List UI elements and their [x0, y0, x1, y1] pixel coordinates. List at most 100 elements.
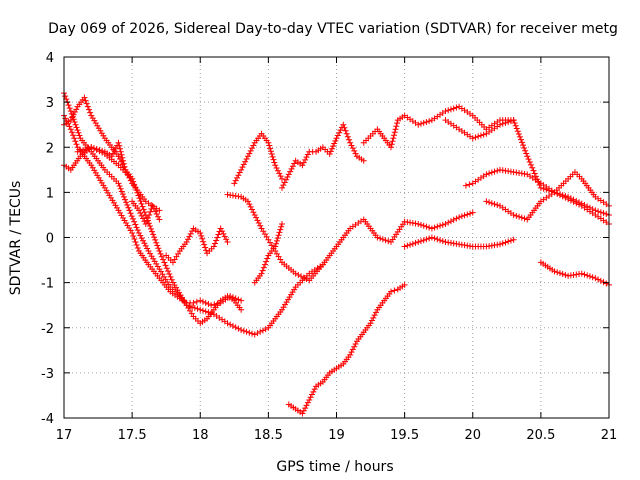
data-point: [87, 109, 94, 116]
data-point: [124, 202, 131, 209]
data-point: [288, 165, 295, 172]
data-point: [141, 209, 148, 216]
data-point: [368, 317, 375, 324]
data-point: [367, 320, 374, 327]
data-point: [586, 273, 593, 280]
data-point: [510, 236, 517, 243]
data-point: [229, 294, 236, 301]
data-point: [73, 106, 80, 113]
data-point: [88, 144, 95, 151]
data-point: [62, 93, 69, 100]
data-point: [247, 203, 254, 210]
data-point: [149, 202, 156, 209]
data-point: [415, 239, 422, 246]
data-point: [221, 233, 228, 240]
data-point: [515, 131, 522, 138]
data-point: [499, 240, 506, 247]
data-point: [146, 211, 153, 218]
data-point: [157, 250, 164, 257]
data-point: [516, 213, 523, 220]
data-point: [426, 118, 433, 125]
data-point: [462, 182, 469, 189]
data-point: [420, 119, 427, 126]
data-point: [445, 107, 452, 114]
data-point: [125, 204, 132, 211]
data-point: [151, 234, 158, 241]
data-point: [255, 220, 262, 227]
series-track-5: [74, 139, 136, 182]
data-point: [300, 274, 307, 281]
x-axis-ticks: 17 17.5 18 18.5 19 19.5 20 20.5 21: [56, 57, 617, 443]
data-point: [67, 126, 74, 133]
data-point: [521, 215, 528, 222]
data-point: [126, 207, 133, 214]
data-point: [153, 211, 160, 218]
data-point: [257, 222, 264, 229]
data-point: [140, 237, 147, 244]
data-point: [347, 139, 354, 146]
data-point: [426, 224, 433, 231]
data-point: [238, 327, 245, 334]
data-point: [117, 185, 124, 192]
data-point: [278, 223, 285, 230]
data-point: [277, 173, 284, 180]
data-point: [200, 238, 207, 245]
data-point: [507, 237, 514, 244]
data-point: [140, 206, 147, 213]
data-point: [115, 153, 122, 160]
data-point: [304, 151, 311, 158]
data-point: [483, 198, 490, 205]
data-point: [344, 133, 351, 140]
data-point: [115, 139, 122, 146]
data-point: [283, 176, 290, 183]
data-point: [271, 159, 278, 166]
data-point: [439, 221, 446, 228]
data-point: [526, 159, 533, 166]
data-point: [121, 163, 128, 170]
data-point: [391, 129, 398, 136]
data-point: [132, 239, 139, 246]
data-point: [183, 302, 190, 309]
data-point: [197, 229, 204, 236]
data-point: [155, 213, 162, 220]
data-point: [71, 118, 78, 125]
data-point: [62, 115, 69, 122]
data-point: [512, 122, 519, 129]
data-point: [475, 133, 482, 140]
data-point: [420, 237, 427, 244]
data-point: [240, 327, 247, 334]
data-point: [409, 240, 416, 247]
series-track-13: [462, 166, 612, 227]
data-point: [68, 129, 75, 136]
data-point: [244, 198, 251, 205]
data-point: [306, 396, 313, 403]
data-point: [348, 349, 355, 356]
data-point: [412, 239, 419, 246]
data-point: [152, 208, 159, 215]
data-point: [511, 119, 518, 126]
data-point: [573, 200, 580, 207]
data-point: [300, 159, 307, 166]
data-point: [423, 236, 430, 243]
data-point: [153, 239, 160, 246]
data-point: [77, 147, 84, 154]
data-point: [502, 239, 509, 246]
data-point: [458, 213, 465, 220]
data-point: [502, 119, 509, 126]
data-point: [156, 248, 163, 255]
data-point: [199, 307, 206, 314]
data-point: [66, 105, 73, 112]
data-point: [442, 108, 449, 115]
data-point: [235, 296, 242, 303]
data-point: [292, 270, 299, 277]
data-point: [137, 198, 144, 205]
data-point: [272, 162, 279, 169]
data-point: [507, 118, 514, 125]
series-track-7: [163, 225, 231, 266]
data-point: [244, 153, 251, 160]
data-point: [249, 206, 256, 213]
data-point: [529, 164, 536, 171]
data-point: [133, 224, 140, 231]
data-point: [191, 304, 198, 311]
data-point: [250, 142, 257, 149]
